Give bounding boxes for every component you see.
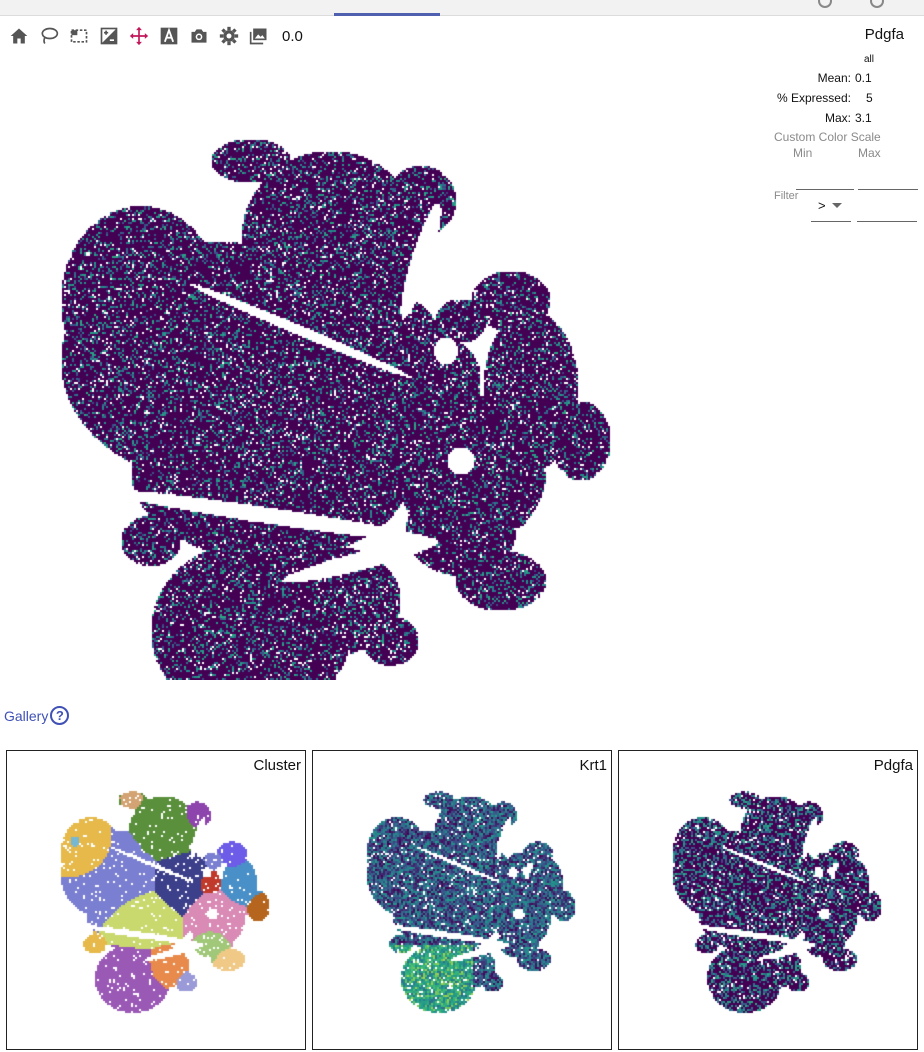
top-tab-bar — [0, 0, 924, 16]
text-label-icon — [160, 27, 178, 45]
help-circle-icon[interactable] — [870, 0, 884, 8]
gallery-thumbnail-pdgfa — [619, 751, 917, 1049]
select-rectangle-icon — [70, 29, 88, 43]
gallery-thumbnail-krt1 — [313, 751, 611, 1049]
filter-operator-value: > — [818, 198, 826, 213]
invert-selection-button[interactable] — [98, 25, 120, 47]
mean-value: 0.1 — [855, 71, 872, 85]
lasso-icon — [41, 27, 59, 44]
gallery-panel-label: Pdgfa — [873, 757, 913, 774]
home-button[interactable] — [8, 25, 30, 47]
gallery-title[interactable]: Gallery — [4, 707, 49, 724]
color-scale-min-input[interactable] — [796, 189, 854, 190]
gallery-panel-pdgfa[interactable]: Pdgfa — [618, 750, 918, 1050]
invert-selection-icon — [100, 27, 118, 45]
pan-icon — [129, 26, 149, 46]
subset-label: all — [864, 54, 875, 65]
chevron-down-icon — [831, 203, 842, 208]
embedding-scatter-plot[interactable] — [0, 60, 680, 680]
zoom-readout: 0.0 — [282, 27, 303, 45]
max-value: 3.1 — [855, 111, 872, 125]
filter-operator-underline — [811, 221, 851, 222]
help-icon[interactable]: ? — [50, 706, 70, 725]
image-icon — [249, 28, 267, 45]
home-icon — [10, 28, 28, 44]
camera-icon — [191, 29, 207, 43]
gallery-panel-krt1[interactable]: Krt1 — [312, 750, 612, 1050]
expressed-value: 5 — [866, 91, 873, 105]
text-label-button[interactable] — [158, 25, 180, 47]
gallery-thumbnail-cluster — [7, 751, 305, 1049]
gene-title: Pdgfa — [864, 26, 904, 43]
color-scale-max-input[interactable] — [858, 189, 918, 190]
gallery-panel-label: Cluster — [253, 757, 301, 774]
filter-operator-select[interactable]: > — [818, 198, 842, 213]
min-column-label: Min — [793, 146, 813, 160]
active-tab-indicator — [334, 13, 440, 16]
gallery-panel-label: Krt1 — [579, 757, 607, 774]
embedding-toolbar: 0.0 — [8, 24, 303, 48]
settings-button[interactable] — [218, 25, 240, 47]
gallery-header: Gallery ? — [4, 706, 70, 725]
custom-color-scale-label: Custom Color Scale — [774, 130, 881, 144]
select-rectangle-button[interactable] — [68, 25, 90, 47]
mean-label: Mean: — [817, 71, 851, 85]
lasso-button[interactable] — [38, 25, 60, 47]
snapshot-button[interactable] — [188, 25, 210, 47]
moon-icon[interactable] — [818, 0, 832, 8]
expressed-label: % Expressed: — [776, 91, 851, 105]
filter-label: Filter — [774, 190, 799, 202]
image-button[interactable] — [248, 25, 270, 47]
gallery-panel-cluster[interactable]: Cluster — [6, 750, 306, 1050]
pan-button[interactable] — [128, 25, 150, 47]
filter-value-input[interactable] — [857, 221, 917, 222]
gear-icon — [219, 26, 239, 46]
max-column-label: Max — [858, 146, 881, 160]
max-label: Max: — [824, 111, 851, 125]
